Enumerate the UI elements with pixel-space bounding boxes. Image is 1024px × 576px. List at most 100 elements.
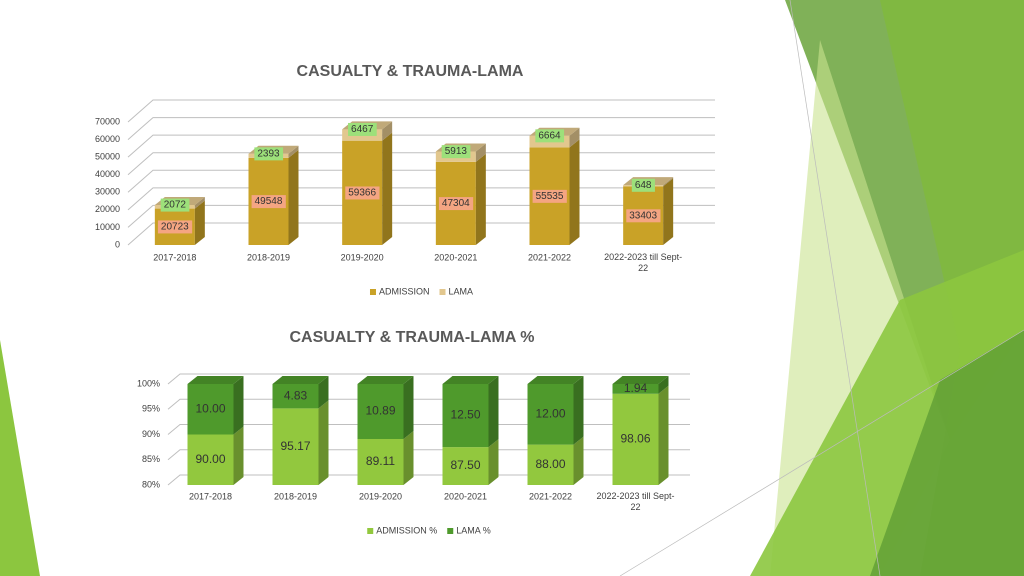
bar-side xyxy=(569,139,580,245)
data-label-box xyxy=(438,197,474,211)
grid-line xyxy=(167,474,690,486)
data-label: 47304 xyxy=(442,198,470,209)
x-tick-label: 2017-2018 xyxy=(189,491,232,501)
legend-item: ADMISSION xyxy=(369,286,430,296)
data-label: 55535 xyxy=(536,191,564,202)
grid-line xyxy=(127,99,715,123)
grid-line xyxy=(167,449,690,461)
y-tick-label: 90% xyxy=(142,429,160,439)
grid-line xyxy=(127,134,715,158)
legend-label: LAMA xyxy=(449,286,474,296)
bar xyxy=(442,447,489,485)
bar-top xyxy=(527,376,584,384)
y-tick-label: 0 xyxy=(115,239,120,249)
data-label: 88.00 xyxy=(535,457,565,471)
y-tick-label: 10000 xyxy=(95,222,120,232)
x-tick-label: 2020-2021 xyxy=(434,252,477,262)
data-label: 648 xyxy=(635,180,652,191)
data-label: 10.00 xyxy=(195,401,225,415)
data-label: 89.11 xyxy=(366,454,395,468)
data-label-box xyxy=(441,145,471,159)
grid-line xyxy=(127,169,715,193)
y-tick-label: 80% xyxy=(142,479,160,489)
x-tick-label: 2017-2018 xyxy=(153,252,196,262)
y-tick-label: 100% xyxy=(137,378,160,388)
data-label: 12.00 xyxy=(535,406,565,420)
y-tick-label: 60000 xyxy=(95,134,120,144)
data-label: 20723 xyxy=(161,221,189,232)
grid-line xyxy=(127,204,715,228)
grid-line xyxy=(167,424,690,435)
bar-side xyxy=(403,430,414,485)
data-label: 2072 xyxy=(164,200,187,211)
x-tick-label: 2020-2021 xyxy=(444,491,487,501)
legend-swatch xyxy=(439,289,446,295)
bar-side xyxy=(658,385,669,485)
x-tick-line: 2022-2023 till Sept- xyxy=(604,252,682,262)
bar-side xyxy=(403,376,414,439)
bar-side xyxy=(475,153,486,245)
grid-line xyxy=(127,117,715,140)
chart-title: CASUALTY & TRAUMA-LAMA xyxy=(297,63,524,80)
bar-top xyxy=(187,376,244,384)
data-label: 59366 xyxy=(348,187,376,198)
bar-side xyxy=(658,376,669,394)
data-label: 1.94 xyxy=(624,381,648,395)
x-tick-label: 2021-2022 xyxy=(529,491,572,501)
bar-side xyxy=(288,149,299,245)
data-label: 49548 xyxy=(255,196,283,207)
x-tick-label: 2018-2019 xyxy=(274,491,317,501)
data-label: 5913 xyxy=(445,146,468,157)
bar-top xyxy=(272,376,329,384)
bar xyxy=(527,384,574,445)
x-tick-line: 2022-2023 till Sept- xyxy=(596,491,674,501)
legend-swatch xyxy=(447,528,454,534)
bar xyxy=(357,438,404,485)
y-tick-label: 95% xyxy=(142,404,160,414)
data-label: 87.50 xyxy=(450,458,480,472)
data-label-box xyxy=(157,220,193,234)
data-label-box xyxy=(532,189,567,203)
y-tick-label: 85% xyxy=(142,454,160,464)
bar-side xyxy=(318,400,329,485)
grid-line xyxy=(167,373,690,385)
data-label: 12.50 xyxy=(450,408,480,422)
y-tick-label: 70000 xyxy=(95,116,120,126)
bar-top xyxy=(612,376,669,384)
bar xyxy=(442,384,489,448)
bar-side xyxy=(194,200,205,245)
legend-swatch xyxy=(369,289,376,295)
data-label: 2393 xyxy=(257,148,280,159)
data-label: 98.06 xyxy=(620,432,650,446)
data-label-box xyxy=(535,129,565,143)
data-label: 90.00 xyxy=(195,452,225,466)
x-tick-line: 22 xyxy=(638,263,648,273)
bar-side xyxy=(573,376,584,445)
legend-swatch xyxy=(367,528,374,534)
x-tick-label: 2021-2022 xyxy=(528,252,571,262)
data-label-box xyxy=(631,178,655,192)
legend-item: ADMISSION % xyxy=(367,525,437,535)
data-label: 33403 xyxy=(629,210,657,221)
bar xyxy=(527,444,574,485)
grid-line xyxy=(127,152,715,176)
bar-side xyxy=(663,177,674,187)
bar-side xyxy=(382,132,393,245)
bar-side xyxy=(573,436,584,485)
bar xyxy=(272,408,319,485)
bar-top xyxy=(442,376,499,384)
data-label-box xyxy=(160,198,190,212)
grid-line xyxy=(127,187,715,211)
bar xyxy=(272,384,319,409)
bar xyxy=(187,384,234,435)
bar xyxy=(187,434,234,485)
bar-side xyxy=(233,376,244,435)
x-tick-label: 2022-2023 till Sept-22 xyxy=(596,491,674,512)
y-tick-label: 20000 xyxy=(95,204,120,214)
data-label-box xyxy=(254,147,284,161)
data-label-box xyxy=(251,195,286,209)
y-tick-label: 40000 xyxy=(95,169,120,179)
